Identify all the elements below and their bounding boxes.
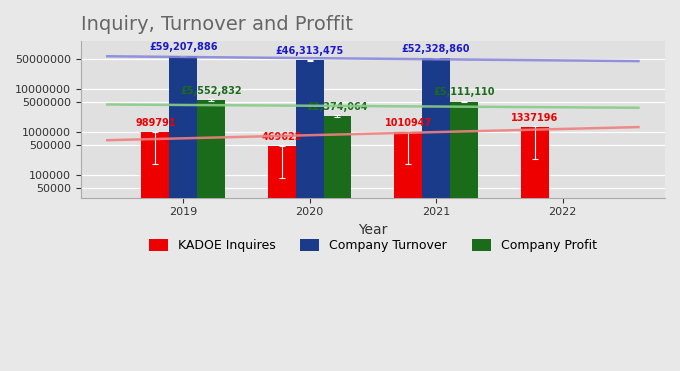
Text: £5,111,110: £5,111,110 — [433, 88, 494, 98]
Text: £59,207,886: £59,207,886 — [149, 42, 218, 52]
Bar — [450, 102, 478, 371]
Bar — [268, 146, 296, 371]
Bar — [169, 56, 197, 371]
Bar — [521, 127, 549, 371]
Text: £5,552,832: £5,552,832 — [180, 86, 242, 96]
Text: £46,313,475: £46,313,475 — [275, 46, 344, 56]
Bar — [197, 100, 225, 371]
Text: 989791: 989791 — [135, 118, 175, 128]
Bar — [394, 132, 422, 371]
X-axis label: Year: Year — [358, 223, 388, 237]
Text: Inquiry, Turnover and Proffit: Inquiry, Turnover and Proffit — [81, 15, 353, 34]
Text: 1337196: 1337196 — [511, 112, 558, 122]
Legend: KADOE Inquires, Company Turnover, Company Profit: KADOE Inquires, Company Turnover, Compan… — [144, 234, 602, 257]
Bar — [422, 58, 450, 371]
Text: £52,328,860: £52,328,860 — [402, 44, 471, 54]
Bar — [141, 132, 169, 371]
Text: 469622: 469622 — [262, 132, 302, 142]
Bar — [296, 60, 324, 371]
Text: £2,374,064: £2,374,064 — [307, 102, 368, 112]
Text: 1010947: 1010947 — [385, 118, 432, 128]
Bar — [324, 116, 352, 371]
